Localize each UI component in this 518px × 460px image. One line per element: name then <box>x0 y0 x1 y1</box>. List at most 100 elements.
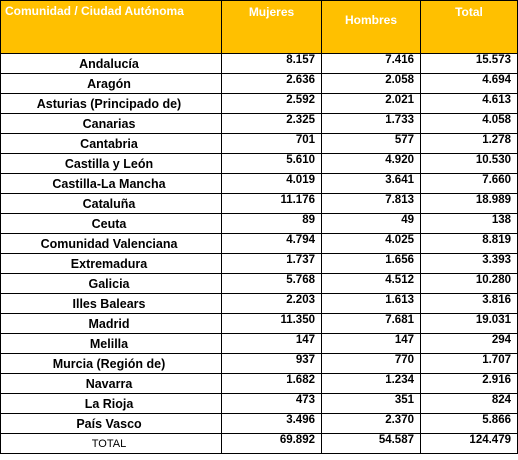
mujeres-cell: 4.019 <box>221 173 322 194</box>
region-cell: La Rioja <box>0 393 222 414</box>
hombres-cell: 1.613 <box>321 293 421 314</box>
hombres-cell: 7.681 <box>321 313 421 334</box>
total-cell: 18.989 <box>420 193 518 214</box>
hombres-cell: 577 <box>321 133 421 154</box>
table-row: Cataluña 11.176 7.813 18.989 <box>0 193 518 214</box>
region-cell: Cantabria <box>0 133 222 154</box>
region-cell: País Vasco <box>0 413 222 434</box>
total-cell: 4.613 <box>420 93 518 114</box>
table-row: Murcia (Región de) 937 770 1.707 <box>0 353 518 374</box>
total-cell: 19.031 <box>420 313 518 334</box>
total-cell: 3.393 <box>420 253 518 274</box>
mujeres-cell: 4.794 <box>221 233 322 254</box>
table-row: Ceuta 89 49 138 <box>0 213 518 234</box>
hombres-cell: 1.234 <box>321 373 421 394</box>
region-cell: Navarra <box>0 373 222 394</box>
hombres-cell: 351 <box>321 393 421 414</box>
hombres-cell: 54.587 <box>321 433 421 454</box>
mujeres-cell: 473 <box>221 393 322 414</box>
mujeres-cell: 3.496 <box>221 413 322 434</box>
mujeres-cell: 5.768 <box>221 273 322 294</box>
region-cell: Madrid <box>0 313 222 334</box>
mujeres-cell: 2.203 <box>221 293 322 314</box>
hombres-cell: 2.370 <box>321 413 421 434</box>
region-cell: Castilla-La Mancha <box>0 173 222 194</box>
region-cell: Illes Balears <box>0 293 222 314</box>
total-row: TOTAL 69.892 54.587 124.479 <box>0 433 518 454</box>
mujeres-cell: 5.610 <box>221 153 322 174</box>
table-row: Comunidad Valenciana 4.794 4.025 8.819 <box>0 233 518 254</box>
region-cell: Murcia (Región de) <box>0 353 222 374</box>
hombres-cell: 4.025 <box>321 233 421 254</box>
total-cell: 1.278 <box>420 133 518 154</box>
region-cell: Comunidad Valenciana <box>0 233 222 254</box>
total-cell: 10.530 <box>420 153 518 174</box>
table-row: Aragón 2.636 2.058 4.694 <box>0 73 518 94</box>
hombres-cell: 770 <box>321 353 421 374</box>
mujeres-cell: 11.350 <box>221 313 322 334</box>
region-cell: TOTAL <box>0 433 222 454</box>
table-row: Galicia 5.768 4.512 10.280 <box>0 273 518 294</box>
table-row: Castilla y León 5.610 4.920 10.530 <box>0 153 518 174</box>
total-cell: 7.660 <box>420 173 518 194</box>
mujeres-cell: 2.325 <box>221 113 322 134</box>
region-cell: Asturias (Principado de) <box>0 93 222 114</box>
table-row: Castilla-La Mancha 4.019 3.641 7.660 <box>0 173 518 194</box>
total-cell: 138 <box>420 213 518 234</box>
table-row: Canarias 2.325 1.733 4.058 <box>0 113 518 134</box>
table-row: La Rioja 473 351 824 <box>0 393 518 414</box>
hombres-cell: 3.641 <box>321 173 421 194</box>
mujeres-cell: 701 <box>221 133 322 154</box>
total-cell: 2.916 <box>420 373 518 394</box>
mujeres-cell: 1.682 <box>221 373 322 394</box>
mujeres-cell: 937 <box>221 353 322 374</box>
region-cell: Cataluña <box>0 193 222 214</box>
table-row: Navarra 1.682 1.234 2.916 <box>0 373 518 394</box>
hombres-cell: 4.512 <box>321 273 421 294</box>
total-cell: 3.816 <box>420 293 518 314</box>
hombres-cell: 147 <box>321 333 421 354</box>
mujeres-cell: 2.592 <box>221 93 322 114</box>
mujeres-cell: 1.737 <box>221 253 322 274</box>
table-row: Illes Balears 2.203 1.613 3.816 <box>0 293 518 314</box>
total-cell: 4.058 <box>420 113 518 134</box>
table-row: Asturias (Principado de) 2.592 2.021 4.613 <box>0 93 518 114</box>
table-row: Extremadura 1.737 1.656 3.393 <box>0 253 518 274</box>
header-region: Comunidad / Ciudad Autónoma <box>0 0 222 54</box>
region-cell: Canarias <box>0 113 222 134</box>
total-cell: 4.694 <box>420 73 518 94</box>
region-cell: Melilla <box>0 333 222 354</box>
total-cell: 824 <box>420 393 518 414</box>
mujeres-cell: 147 <box>221 333 322 354</box>
table-row: Andalucía 8.157 7.416 15.573 <box>0 53 518 74</box>
hombres-cell: 1.733 <box>321 113 421 134</box>
mujeres-cell: 89 <box>221 213 322 234</box>
total-cell: 10.280 <box>420 273 518 294</box>
header-mujeres: Mujeres <box>221 0 322 54</box>
total-cell: 5.866 <box>420 413 518 434</box>
hombres-cell: 7.813 <box>321 193 421 214</box>
hombres-cell: 7.416 <box>321 53 421 74</box>
table-row: Cantabria 701 577 1.278 <box>0 133 518 154</box>
region-cell: Castilla y León <box>0 153 222 174</box>
total-cell: 15.573 <box>420 53 518 74</box>
total-cell: 8.819 <box>420 233 518 254</box>
mujeres-cell: 8.157 <box>221 53 322 74</box>
table-row: Madrid 11.350 7.681 19.031 <box>0 313 518 334</box>
region-cell: Extremadura <box>0 253 222 274</box>
region-cell: Andalucía <box>0 53 222 74</box>
table-row: Melilla 147 147 294 <box>0 333 518 354</box>
header-hombres: Hombres <box>321 0 421 54</box>
total-cell: 1.707 <box>420 353 518 374</box>
hombres-cell: 1.656 <box>321 253 421 274</box>
header-total: Total <box>420 0 518 54</box>
region-cell: Ceuta <box>0 213 222 234</box>
hombres-cell: 4.920 <box>321 153 421 174</box>
hombres-cell: 2.058 <box>321 73 421 94</box>
hombres-cell: 49 <box>321 213 421 234</box>
mujeres-cell: 2.636 <box>221 73 322 94</box>
total-cell: 294 <box>420 333 518 354</box>
region-cell: Aragón <box>0 73 222 94</box>
mujeres-cell: 11.176 <box>221 193 322 214</box>
